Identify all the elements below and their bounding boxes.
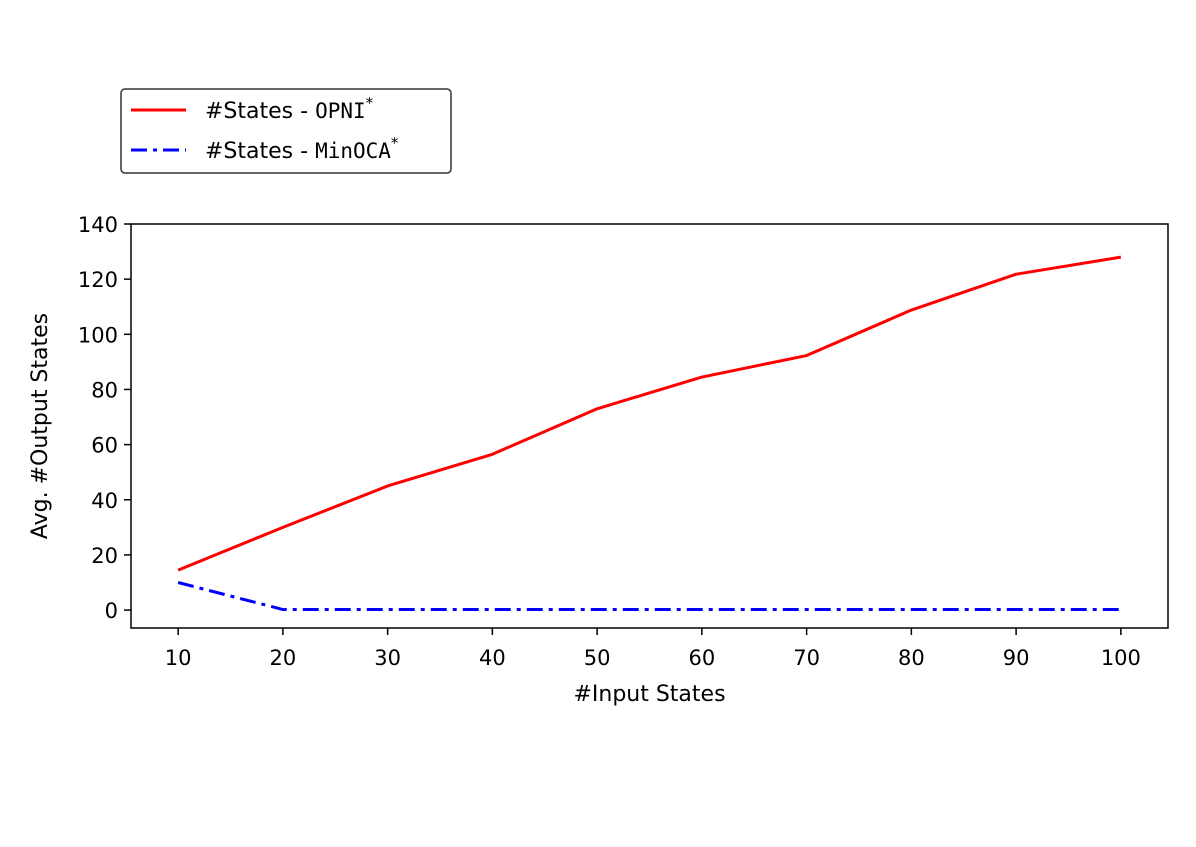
x-tick-label: 70 (793, 646, 820, 670)
x-tick-label: 80 (898, 646, 925, 670)
series-line-opni (177, 255, 1122, 572)
legend: #States - OPNI* #States - MinOCA* (120, 88, 452, 174)
plot-frame (130, 223, 1169, 629)
y-tick-label: 20 (91, 544, 118, 568)
y-tick-label: 100 (78, 323, 118, 347)
y-tick-label: 140 (78, 213, 118, 237)
axis-ticks: 10 20 30 40 50 60 70 80 90 100 0 20 40 60 80 100 120 140 (78, 213, 1141, 670)
x-axis-label: #Input States (573, 682, 725, 707)
legend-entry-opni: #States - OPNI* (205, 94, 374, 124)
x-tick-label: 90 (1003, 646, 1030, 670)
y-tick-label: 120 (78, 268, 118, 292)
x-tick-label: 30 (374, 646, 401, 670)
series-group (177, 255, 1122, 612)
legend-box (120, 88, 452, 174)
x-tick-label: 40 (479, 646, 506, 670)
x-tick-label: 50 (584, 646, 611, 670)
x-tick-label: 100 (1101, 646, 1141, 670)
y-tick-label: 40 (91, 489, 118, 513)
x-tick-label: 20 (270, 646, 297, 670)
y-tick-label: 80 (91, 378, 118, 402)
legend-entry-minoca: #States - MinOCA* (205, 134, 399, 164)
y-tick-label: 60 (91, 434, 118, 458)
y-axis-label: Avg. #Output States (28, 313, 53, 539)
x-tick-label: 60 (689, 646, 716, 670)
x-tick-label: 10 (165, 646, 192, 670)
y-tick-label: 0 (105, 599, 118, 623)
series-line-minoca (177, 581, 1121, 612)
